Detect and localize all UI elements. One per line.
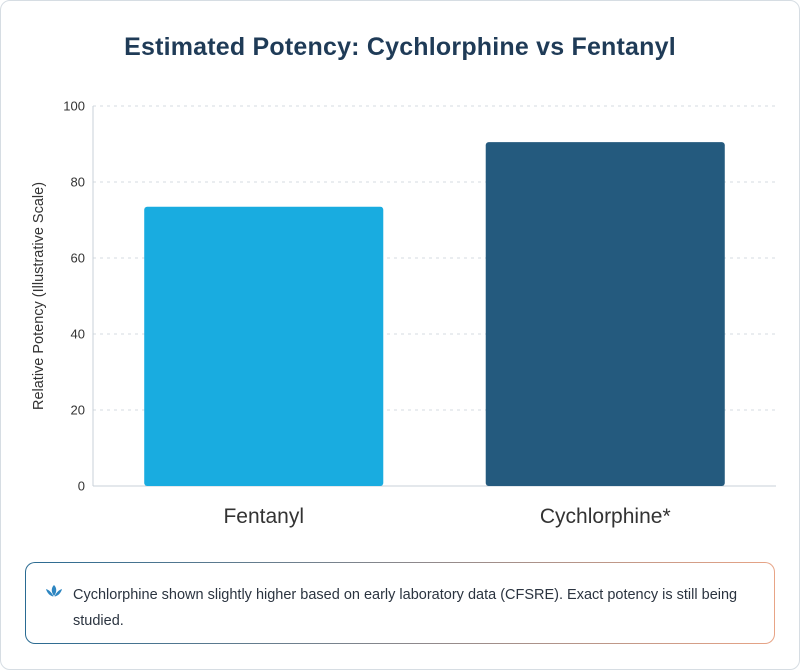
y-tick-label: 20: [71, 403, 85, 418]
x-tick-label: Cychlorphine*: [540, 505, 671, 528]
y-tick-label: 100: [63, 99, 85, 114]
lotus-icon: [46, 585, 62, 597]
x-tick-label: Fentanyl: [223, 505, 304, 528]
bar-chart: 0 20 40 60 80 100 Fentanyl Cychlorphine* Relativ…: [31, 99, 776, 528]
info-note: Cychlorphine shown slightly higher based…: [25, 562, 775, 644]
bar-cychlorphine: [485, 142, 725, 486]
y-tick-label: 80: [71, 175, 85, 190]
y-tick-label: 40: [71, 327, 85, 342]
bar-fentanyl: [144, 206, 384, 486]
y-tick-label: 0: [78, 479, 85, 494]
chart-title: Estimated Potency: Cychlorphine vs Fenta…: [124, 33, 676, 61]
note-text: Cychlorphine shown slightly higher based…: [73, 587, 738, 629]
y-tick-label: 60: [71, 251, 85, 266]
y-axis-label: Relative Potency (Illustrative Scale): [31, 182, 47, 410]
